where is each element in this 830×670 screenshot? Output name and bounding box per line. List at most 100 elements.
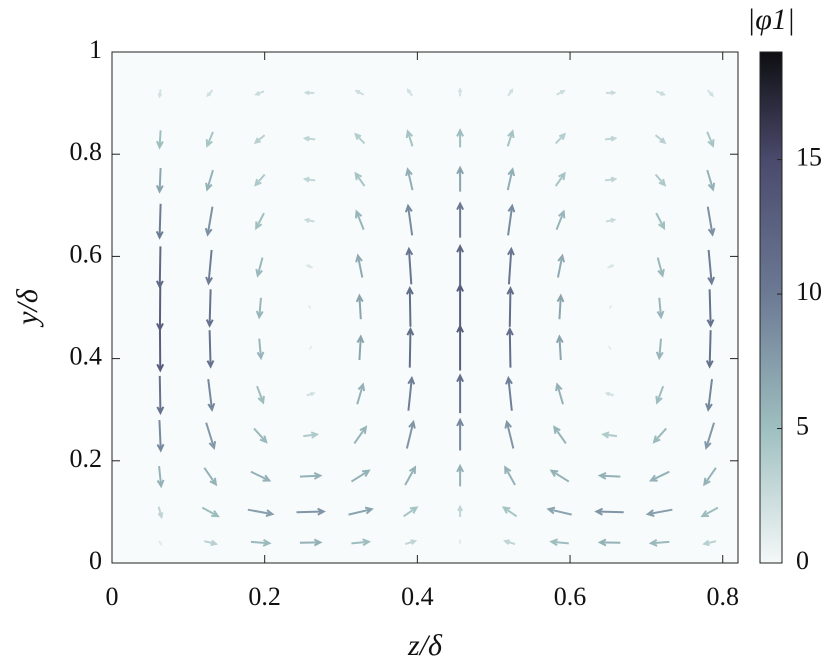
arrow	[555, 334, 564, 361]
arrow	[354, 171, 366, 187]
arrow	[253, 427, 268, 444]
arrow	[608, 304, 613, 310]
arrow	[405, 419, 416, 449]
plot-area	[112, 52, 738, 563]
arrow	[705, 378, 713, 412]
arrow	[156, 285, 164, 332]
colorbar-tick-label: 0	[796, 546, 809, 575]
colorbar-tick-label: 10	[796, 277, 822, 306]
arrow	[205, 169, 214, 192]
arrow	[253, 134, 266, 145]
arrow	[706, 131, 715, 148]
arrow	[594, 507, 624, 516]
arrow	[706, 169, 716, 192]
arrow	[506, 129, 515, 147]
arrow	[501, 506, 518, 518]
arrow	[654, 173, 667, 187]
arrow	[355, 293, 364, 320]
arrow	[555, 209, 566, 231]
arrow	[356, 334, 365, 361]
arrow	[656, 297, 665, 320]
arrow	[299, 538, 323, 547]
arrow	[255, 297, 264, 320]
arrow	[605, 217, 617, 223]
arrow	[348, 506, 374, 516]
colorbar-tick-label: 15	[796, 143, 822, 172]
arrow	[403, 506, 419, 518]
arrow	[355, 253, 364, 278]
arrow	[303, 90, 315, 96]
arrow	[554, 132, 567, 145]
arrow	[457, 504, 464, 517]
arrow	[404, 539, 418, 546]
arrow	[504, 465, 516, 486]
arrow	[296, 507, 326, 516]
arrow	[456, 201, 465, 238]
arrow	[700, 506, 719, 518]
x-tick-label: 0.8	[706, 582, 739, 611]
arrow	[652, 427, 667, 444]
arrow	[157, 506, 164, 520]
arrow	[156, 326, 165, 373]
x-tick-label: 0.6	[554, 582, 587, 611]
arrow	[305, 264, 314, 269]
arrow	[456, 165, 465, 192]
arrow	[549, 538, 569, 547]
arrow	[255, 257, 264, 278]
arrow	[256, 385, 265, 405]
colorbar-tick-label: 5	[796, 411, 809, 440]
x-axis-label: z/δ	[407, 629, 443, 662]
y-axis-label: y/δ	[11, 288, 44, 328]
arrow	[256, 338, 265, 361]
arrow	[405, 286, 414, 327]
x-tick-label: 0.4	[401, 582, 434, 611]
arrow	[404, 203, 414, 236]
y-tick-label: 0.8	[70, 137, 103, 166]
arrow	[204, 539, 219, 547]
arrow	[706, 289, 715, 328]
arrow	[648, 538, 670, 547]
arrow	[155, 246, 164, 290]
arrow	[353, 425, 368, 444]
arrow	[405, 246, 414, 285]
arrow	[404, 465, 417, 486]
arrow	[507, 88, 514, 97]
y-tick-label: 1	[89, 35, 102, 64]
arrow	[156, 375, 165, 416]
arrow	[705, 330, 714, 369]
arrow	[156, 465, 165, 489]
y-tick-label: 0.4	[70, 342, 103, 371]
arrow	[601, 431, 618, 439]
arrow	[456, 417, 465, 451]
arrow	[255, 212, 265, 231]
arrow	[702, 539, 717, 547]
arrow	[656, 257, 665, 278]
x-tick-label: 0.2	[248, 582, 281, 611]
arrow	[707, 249, 716, 286]
arrow	[604, 176, 618, 183]
arrow	[156, 420, 165, 453]
arrow	[206, 330, 215, 369]
arrow	[458, 538, 462, 545]
arrow	[306, 391, 316, 397]
arrow	[250, 470, 272, 482]
arrow	[354, 89, 365, 96]
arrow	[504, 419, 515, 449]
arrow	[203, 467, 218, 487]
arrow	[645, 508, 673, 517]
arrow	[158, 540, 163, 547]
colorbar-label: |φ1|	[747, 3, 795, 36]
arrow	[201, 506, 220, 518]
arrow	[157, 89, 163, 99]
arrow	[554, 171, 566, 187]
arrow	[607, 345, 612, 351]
arrow	[155, 167, 164, 194]
y-tick-label: 0.6	[70, 239, 103, 268]
arrow	[354, 132, 366, 145]
arrow	[405, 129, 414, 147]
arrow	[597, 472, 621, 480]
arrow	[456, 243, 465, 288]
plot-frame	[111, 51, 739, 564]
arrow	[605, 90, 617, 96]
